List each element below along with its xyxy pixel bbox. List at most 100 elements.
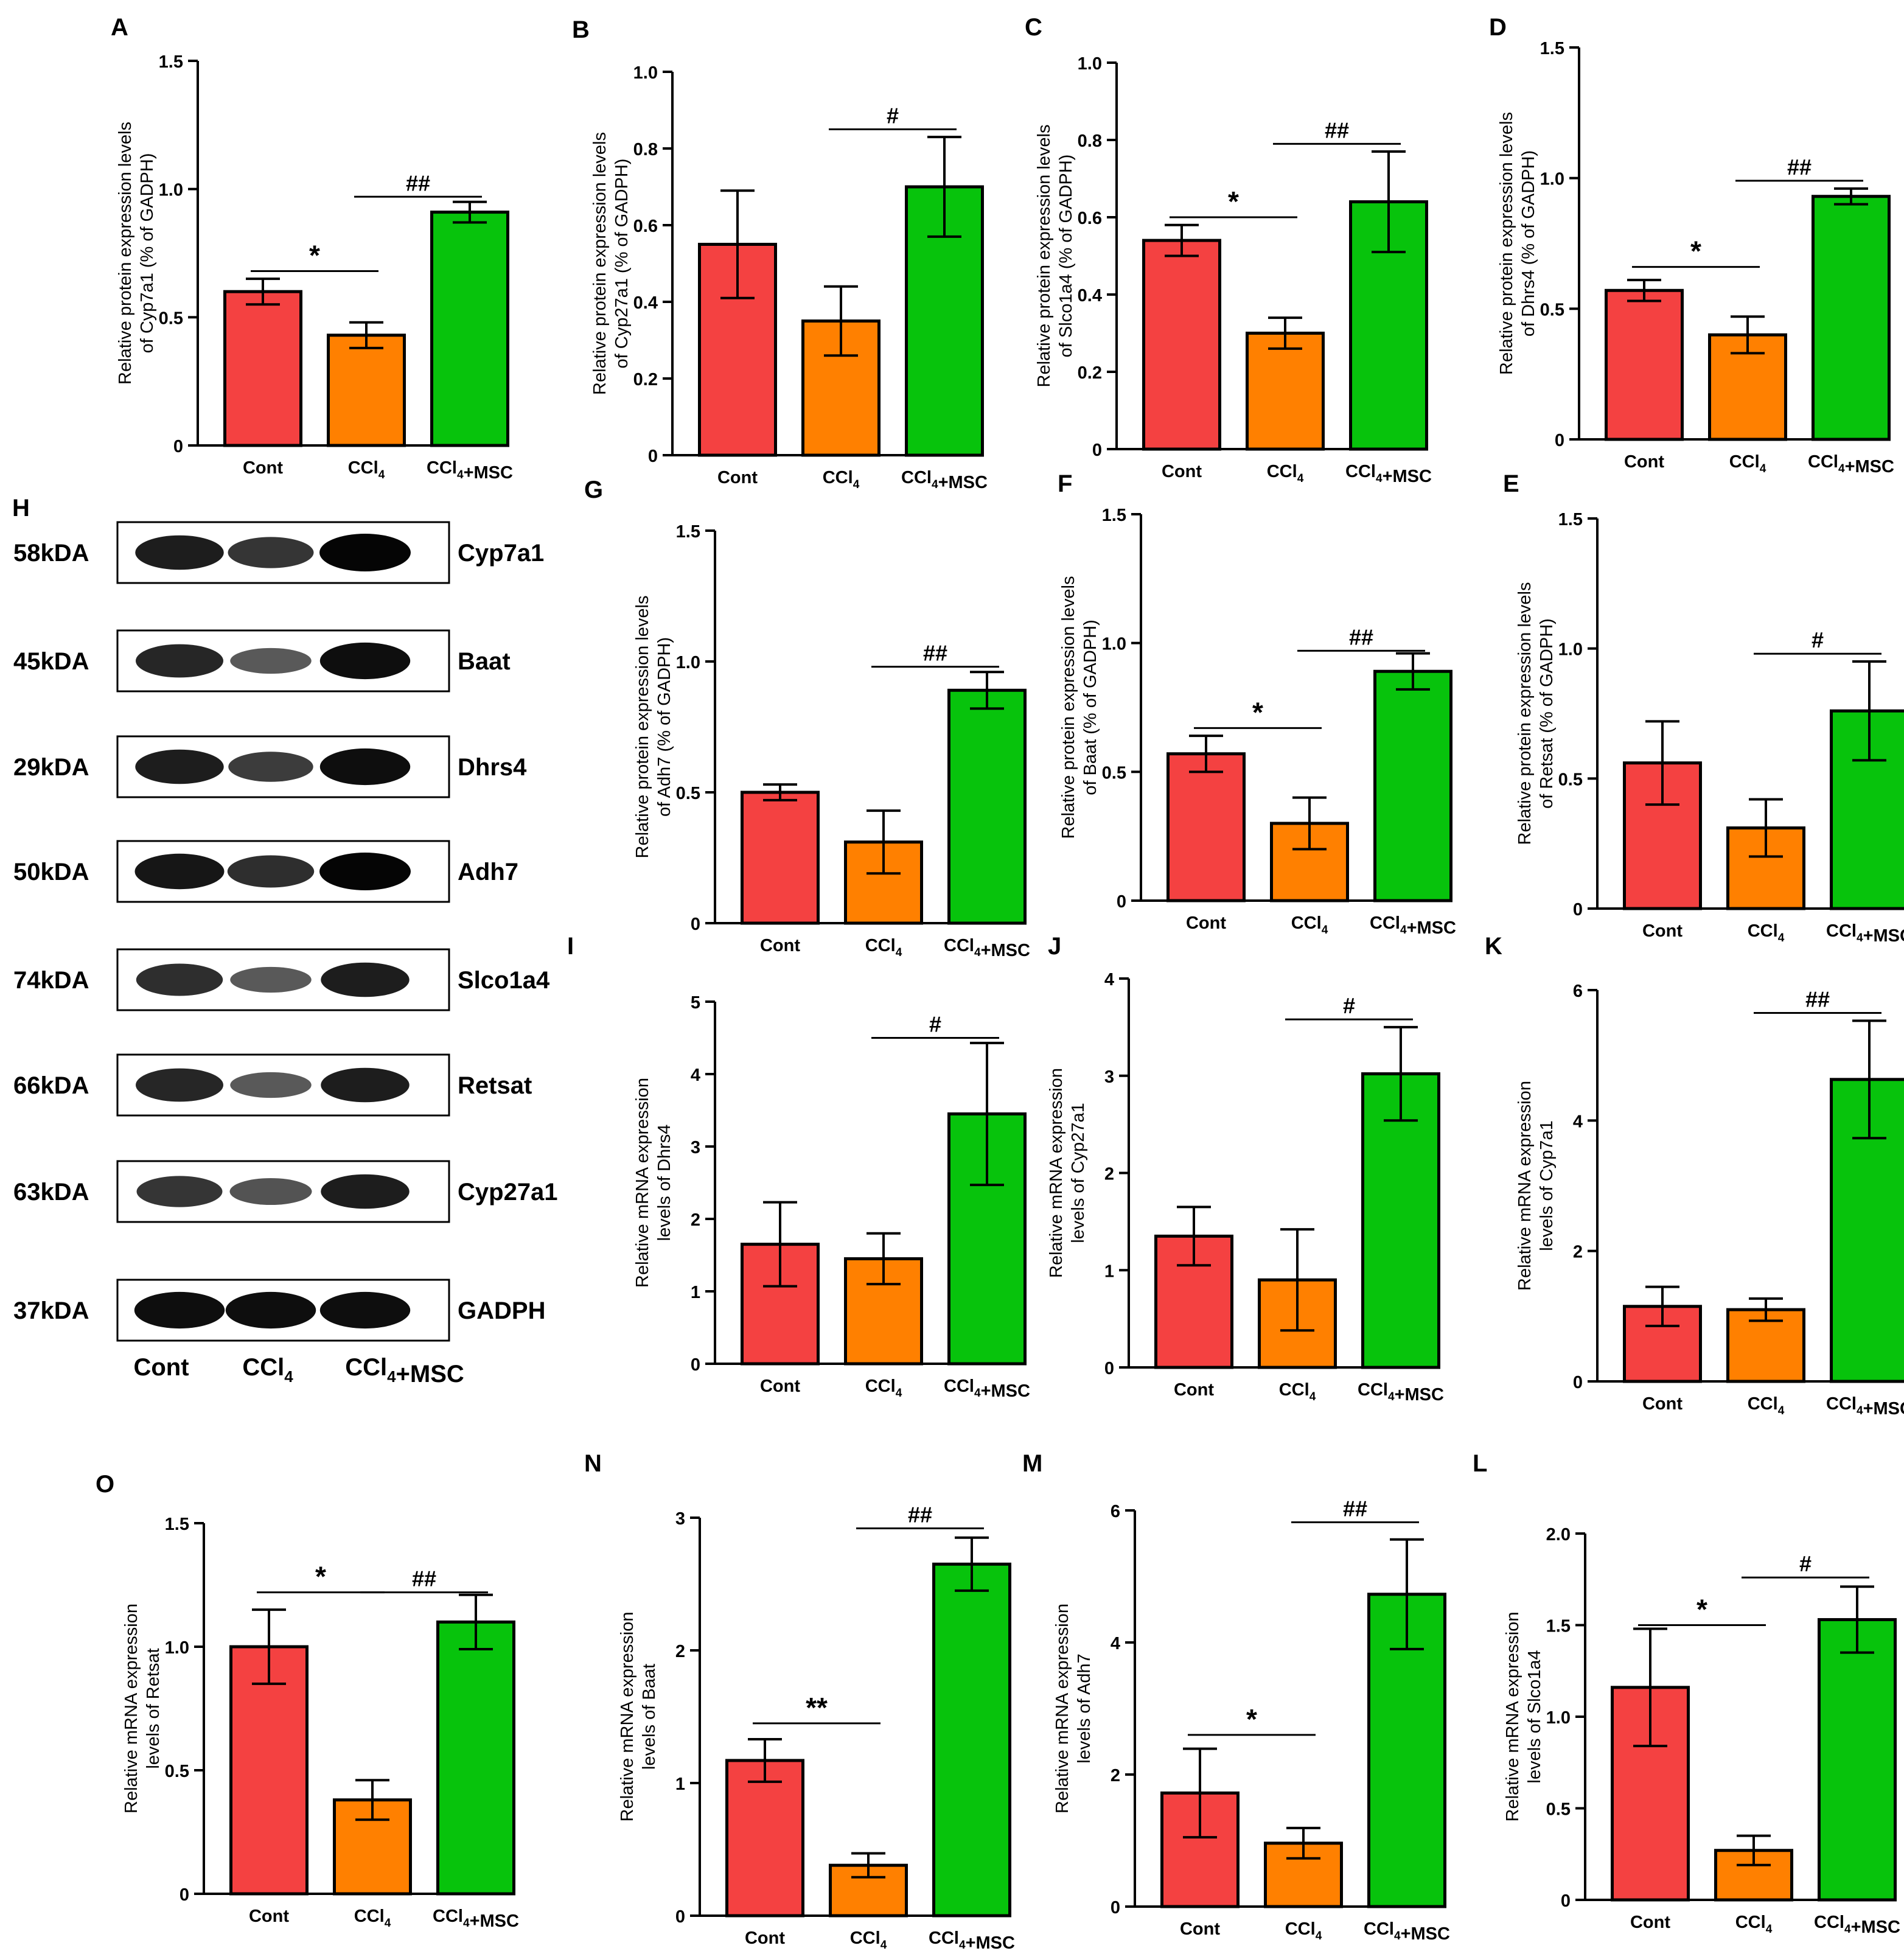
- x-tick-label: Cont: [243, 458, 283, 478]
- y-axis-label: levels of Dhrs4: [655, 1125, 674, 1241]
- chart-l: L 0 0.5 1.0 1.5 2.0 Relative mRNA expression le…: [1473, 1450, 1900, 1937]
- x-tick-label: Cont: [760, 936, 800, 955]
- bar-cont: [1166, 752, 1246, 902]
- charts-layer: A 0 0.5 1.0 1.5 Relative protein expression l…: [96, 14, 1904, 1951]
- significance-label: *: [1246, 1703, 1257, 1735]
- blot-band: [134, 853, 225, 890]
- y-axis-label: Relative protein expression levels: [1497, 112, 1516, 375]
- panel-letter: F: [1058, 470, 1072, 497]
- y-tick-label: 0: [1117, 892, 1126, 912]
- bar-cont: [725, 1759, 804, 1918]
- x-tick-label: CCl4+MSC: [1364, 1919, 1450, 1944]
- bar-cont: [1142, 239, 1221, 451]
- blot-row-gadph: 37kDA GADPH: [13, 1279, 545, 1342]
- panel-letter: B: [572, 16, 590, 43]
- y-tick-label: 2: [675, 1642, 685, 1661]
- blot-band: [136, 963, 223, 996]
- y-tick-label: 0.5: [1540, 300, 1564, 319]
- y-tick-label: 1.0: [1558, 640, 1583, 660]
- significance-label: #: [887, 103, 899, 128]
- x-tick-label: CCl4+MSC: [929, 1928, 1015, 1951]
- x-tick-label: CCl4+MSC: [1345, 462, 1432, 486]
- y-tick-label: 0: [691, 915, 700, 934]
- y-tick-label: 6: [1111, 1502, 1120, 1521]
- y-tick-label: 0.2: [633, 370, 658, 389]
- y-tick-label: 0.6: [633, 217, 658, 236]
- bar-ccl4-msc: [947, 688, 1027, 925]
- x-tick-label: Cont: [1186, 913, 1226, 933]
- y-tick-label: 0: [1573, 1373, 1583, 1392]
- blot-band: [319, 642, 411, 680]
- significance-label: ##: [412, 1566, 436, 1591]
- x-tick-label: CCl4: [1735, 1913, 1773, 1936]
- kda-label: 29kDA: [13, 754, 89, 781]
- y-tick-label: 0: [1555, 431, 1564, 450]
- y-axis-label: of Slco1a4 (% of GADPH): [1056, 155, 1076, 358]
- y-tick-label: 1.0: [159, 181, 183, 200]
- significance-label: ##: [923, 641, 947, 666]
- chart-a: A 0 0.5 1.0 1.5 Relative protein expression l…: [111, 14, 513, 483]
- lane-label: CCl4+MSC: [345, 1354, 464, 1387]
- chart-k: K 0 2 4 6 Relative mRNA expression levels of C…: [1485, 933, 1904, 1419]
- blot-band: [136, 644, 223, 678]
- chart-b: B 0 0.2 0.4 0.6 0.8 1.0 Relative protein expres…: [572, 16, 988, 492]
- y-axis-label: Relative protein expression levels: [116, 122, 135, 385]
- bar-ccl4: [1270, 822, 1349, 902]
- chart-c: C 0 0.2 0.4 0.6 0.8 1.0 Relative protein expres…: [1025, 14, 1432, 486]
- y-tick-label: 1.5: [1546, 1617, 1571, 1636]
- panel-letter: I: [567, 933, 574, 960]
- protein-label: Retsat: [458, 1072, 532, 1099]
- x-tick-label: CCl4+MSC: [1808, 452, 1894, 476]
- bar-ccl4-msc: [932, 1562, 1011, 1918]
- blot-band: [230, 1072, 312, 1098]
- blot-band: [229, 1178, 312, 1205]
- x-tick-label: CCl4: [1285, 1919, 1322, 1942]
- y-axis-label: levels of Baat: [640, 1664, 659, 1770]
- y-axis-label: Relative mRNA expression: [1053, 1604, 1072, 1813]
- x-tick-label: CCl4+MSC: [944, 1377, 1030, 1401]
- y-axis-label: of Retsat (% of GADPH): [1537, 618, 1557, 809]
- chart-o: O 0 0.5 1.0 1.5 Relative mRNA expression level…: [96, 1471, 519, 1931]
- y-tick-label: 4: [1111, 1634, 1120, 1653]
- x-tick-label: CCl4+MSC: [901, 468, 988, 492]
- significance-label: #: [1799, 1551, 1812, 1576]
- y-tick-label: 0.5: [165, 1762, 189, 1781]
- lane-label: CCl4: [242, 1354, 293, 1386]
- x-tick-label: CCl4+MSC: [944, 936, 1030, 960]
- panel-letter: L: [1473, 1450, 1487, 1477]
- bar-ccl4-msc: [1818, 1618, 1897, 1902]
- y-tick-label: 1.5: [1558, 510, 1583, 529]
- panel-letter: M: [1022, 1450, 1042, 1477]
- y-axis-label: Relative mRNA expression: [1503, 1612, 1522, 1822]
- x-tick-label: CCl4+MSC: [1826, 1394, 1904, 1419]
- y-axis-label: of Cyp27a1 (% of GADPH): [612, 159, 632, 369]
- y-axis-label: Relative protein expression levels: [1515, 582, 1535, 845]
- y-tick-label: 1: [691, 1283, 700, 1302]
- y-axis-label: levels of Slco1a4: [1525, 1650, 1544, 1783]
- y-axis-label: Relative protein expression levels: [1059, 576, 1078, 839]
- blot-band: [319, 853, 411, 890]
- bar-ccl4-msc: [436, 1620, 515, 1896]
- y-tick-label: 1.5: [1102, 506, 1126, 525]
- y-tick-label: 1.0: [1078, 54, 1102, 74]
- x-tick-label: CCl4: [1267, 462, 1304, 485]
- kda-label: 45kDA: [13, 648, 89, 675]
- y-axis-label: of Cyp7a1 (% of GADPH): [138, 153, 157, 354]
- y-tick-label: 1.5: [676, 522, 700, 542]
- blot-band: [227, 855, 315, 888]
- protein-label: Adh7: [458, 859, 518, 885]
- x-tick-label: CCl4: [865, 1377, 902, 1400]
- x-tick-label: CCl4: [850, 1928, 887, 1951]
- bar-cont: [1605, 288, 1684, 441]
- blot-band: [319, 534, 411, 571]
- significance-label: *: [1252, 696, 1263, 728]
- blot-band: [134, 1291, 225, 1329]
- blot-band: [135, 535, 224, 570]
- kda-label: 58kDA: [13, 540, 89, 567]
- significance-label: *: [315, 1561, 326, 1593]
- x-tick-label: CCl4: [1729, 452, 1766, 475]
- x-tick-label: CCl4+MSC: [1814, 1913, 1900, 1937]
- significance-label: ##: [1805, 987, 1830, 1012]
- y-tick-label: 0.8: [1078, 131, 1102, 151]
- significance-label: ##: [1325, 117, 1349, 142]
